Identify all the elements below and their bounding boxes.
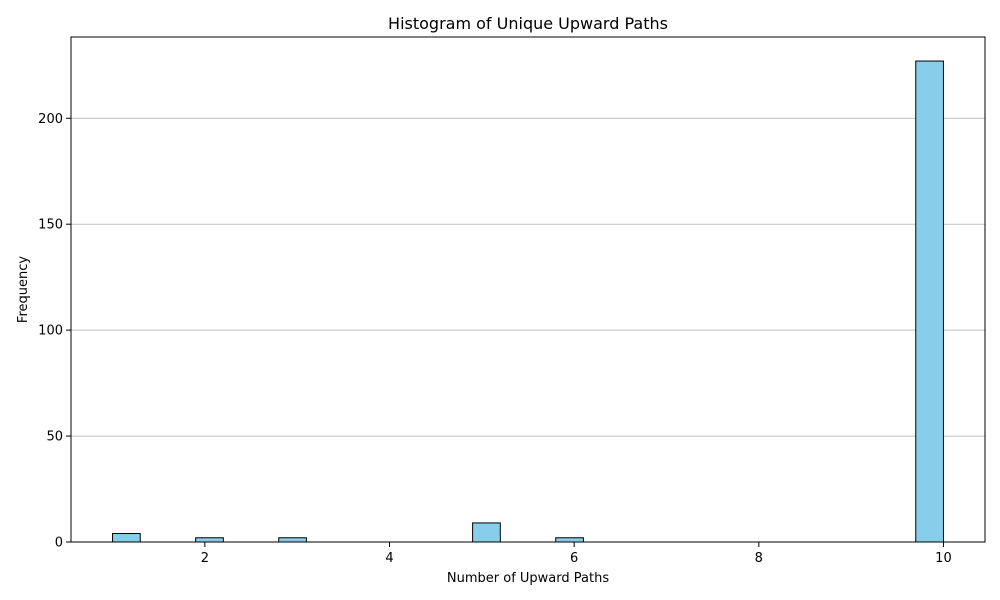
- plot-frame: [70, 36, 986, 543]
- x-tick-label: 2: [201, 551, 209, 566]
- x-tick-label: 10: [935, 551, 952, 566]
- x-axis-ticks: 2 4 6 8 10: [201, 542, 952, 566]
- y-tick-label: 150: [38, 218, 63, 233]
- y-axis-ticks: 0 50 100 150 200: [38, 112, 71, 551]
- gridlines: [71, 117, 985, 437]
- histogram-bar: [278, 537, 307, 543]
- y-tick-label: 50: [46, 430, 63, 445]
- x-tick-label: 6: [570, 551, 578, 566]
- histogram-bar: [472, 522, 501, 543]
- x-tick-label: 4: [385, 551, 393, 566]
- y-tick-label: 0: [55, 536, 63, 551]
- x-tick-label: 8: [755, 551, 763, 566]
- y-tick-label: 200: [38, 112, 63, 127]
- histogram-bar: [555, 537, 584, 543]
- histogram-bar: [915, 60, 944, 543]
- bars: [112, 60, 944, 543]
- chart-title: Histogram of Unique Upward Paths: [388, 14, 668, 33]
- y-axis-title: Frequency: [16, 256, 31, 323]
- histogram-bar: [195, 537, 224, 543]
- x-axis-title: Number of Upward Paths: [447, 571, 609, 586]
- y-tick-label: 100: [38, 324, 63, 339]
- histogram-bar: [112, 533, 141, 543]
